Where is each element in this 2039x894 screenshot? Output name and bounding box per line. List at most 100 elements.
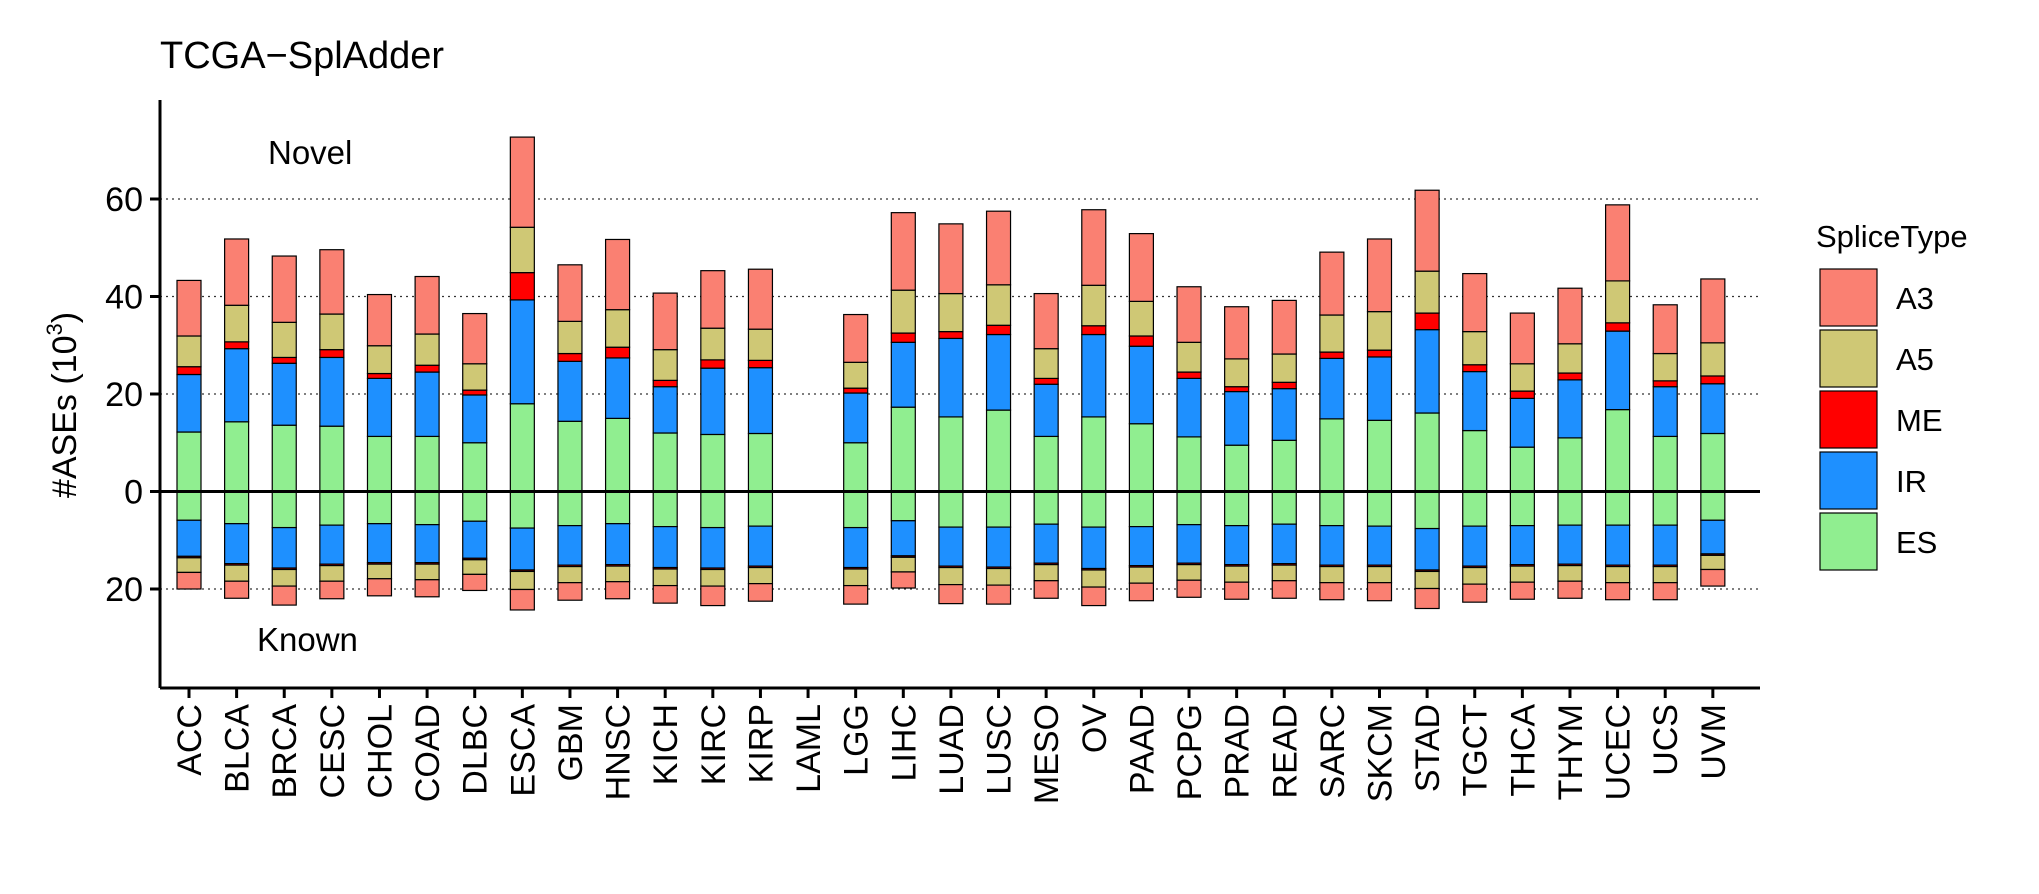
bar-novel-ir-lusc xyxy=(985,333,1012,411)
bar-novel-a5-ucec xyxy=(1604,280,1631,324)
bar-novel-es-sarc xyxy=(1319,418,1345,493)
bar-known-ir-lihc xyxy=(890,520,916,557)
bar-known-ir-kirc xyxy=(700,526,726,569)
bar-novel-a3-ucs xyxy=(1652,304,1678,355)
bar-known-a5-coad xyxy=(414,563,440,581)
bar-known-a5-thca xyxy=(1509,565,1535,583)
bar-known-a5-skcm xyxy=(1366,565,1393,584)
bar-novel-es-lgg xyxy=(843,442,869,493)
bar-novel-me-brca xyxy=(271,356,297,364)
bar-novel-es-read xyxy=(1271,439,1297,493)
bar-novel-a5-prad xyxy=(1224,358,1250,388)
bar-known-a3-ucec xyxy=(1604,582,1631,601)
bar-novel-me-thym xyxy=(1557,372,1583,381)
bar-known-a3-esca xyxy=(509,588,535,611)
bar-known-ir-dlbc xyxy=(462,520,488,559)
bar-novel-ir-ov xyxy=(1081,333,1107,418)
annotation-novel: Novel xyxy=(268,134,352,171)
bar-novel-me-lgg xyxy=(843,387,869,394)
bar-novel-me-kich xyxy=(652,379,678,388)
bar-novel-a3-coad xyxy=(414,275,440,335)
bar-known-es-ucs xyxy=(1652,490,1678,526)
bar-known-ir-ucec xyxy=(1604,524,1631,566)
bar-known-a3-luad xyxy=(938,584,964,605)
bar-known-a3-paad xyxy=(1128,582,1155,602)
bar-known-a5-stad xyxy=(1414,570,1440,590)
bar-novel-es-acc xyxy=(176,431,202,493)
bar-novel-ir-stad xyxy=(1414,329,1440,414)
bar-novel-a3-blca xyxy=(224,238,250,306)
bar-novel-ir-uvm xyxy=(1700,383,1726,435)
bar-known-ir-cesc xyxy=(319,524,345,565)
bar-novel-me-gbm xyxy=(557,352,583,362)
x-tick-label-chol: CHOL xyxy=(361,704,399,798)
bar-novel-ir-kirc xyxy=(700,367,726,436)
bar-novel-es-ucec xyxy=(1604,409,1631,493)
bar-novel-a5-thca xyxy=(1509,363,1535,392)
bar-novel-me-pcpg xyxy=(1176,371,1202,380)
bar-novel-es-uvm xyxy=(1700,432,1726,493)
bar-novel-a5-gbm xyxy=(557,320,583,355)
bar-novel-me-ov xyxy=(1081,325,1107,336)
bar-novel-a3-read xyxy=(1271,299,1297,355)
bar-novel-a5-skcm xyxy=(1366,311,1393,351)
bar-novel-es-blca xyxy=(224,421,250,493)
bar-novel-me-thca xyxy=(1509,390,1535,399)
x-tick-label-uvm: UVM xyxy=(1695,704,1733,780)
bar-novel-me-cesc xyxy=(319,349,345,359)
x-tick-label-tgct: TGCT xyxy=(1457,704,1495,797)
bar-novel-es-meso xyxy=(1033,435,1059,493)
bar-known-es-kich xyxy=(652,490,678,528)
bar-novel-es-kirp xyxy=(747,432,774,493)
bar-known-es-acc xyxy=(176,490,202,521)
bar-novel-me-stad xyxy=(1414,312,1440,331)
bar-known-a5-tgct xyxy=(1462,566,1488,585)
x-tick-label-gbm: GBM xyxy=(552,704,590,781)
bar-known-ir-thca xyxy=(1509,525,1535,566)
bar-novel-a5-lusc xyxy=(985,284,1012,326)
bar-known-a5-hnsc xyxy=(604,565,631,583)
bar-known-a5-gbm xyxy=(557,565,583,584)
bar-novel-ir-ucec xyxy=(1604,330,1631,411)
x-tick-label-pcpg: PCPG xyxy=(1171,704,1209,800)
bar-novel-ir-paad xyxy=(1128,345,1155,425)
bar-known-es-hnsc xyxy=(604,490,631,525)
bar-known-es-kirc xyxy=(700,490,726,529)
bar-known-a5-uvm xyxy=(1700,554,1726,571)
bar-novel-a5-luad xyxy=(938,292,964,333)
bar-novel-a5-stad xyxy=(1414,270,1440,314)
bar-known-es-lusc xyxy=(985,490,1012,528)
bar-novel-a5-tgct xyxy=(1462,331,1488,366)
bar-novel-a3-kich xyxy=(652,292,678,351)
legend-title: SpliceType xyxy=(1816,219,1968,254)
bar-known-ir-pcpg xyxy=(1176,524,1202,564)
y-tick-label-1: 0 xyxy=(124,474,143,512)
bar-novel-a5-read xyxy=(1271,353,1297,383)
bar-novel-a5-cesc xyxy=(319,313,345,351)
bar-novel-a5-uvm xyxy=(1700,342,1726,377)
y-tick-label-2: 20 xyxy=(105,376,143,414)
bar-known-es-coad xyxy=(414,490,440,526)
bar-known-a3-thym xyxy=(1557,580,1583,599)
bar-novel-ir-hnsc xyxy=(604,357,631,419)
bar-novel-a3-lusc xyxy=(985,210,1012,286)
x-tick-label-thca: THCA xyxy=(1504,704,1542,797)
bar-known-es-gbm xyxy=(557,490,583,527)
bars xyxy=(176,136,1726,611)
bar-novel-es-luad xyxy=(938,416,964,493)
bar-known-ir-ucs xyxy=(1652,524,1678,566)
bar-known-a5-cesc xyxy=(319,564,345,582)
bar-known-ir-thym xyxy=(1557,524,1583,565)
x-ticks: ACC BLCA BRCA CESC CHOL COAD DLBC ESCA GBM HNSC KI… xyxy=(171,688,1733,804)
bar-novel-ir-acc xyxy=(176,373,202,433)
bar-known-ir-gbm xyxy=(557,525,583,566)
y-tick-label-0: 20 xyxy=(105,571,143,609)
bar-known-ir-prad xyxy=(1224,525,1250,566)
bar-novel-me-sarc xyxy=(1319,351,1345,360)
bar-known-a5-acc xyxy=(176,557,202,574)
bar-novel-a5-hnsc xyxy=(604,309,631,348)
bar-known-es-thym xyxy=(1557,490,1583,526)
bar-novel-me-dlbc xyxy=(462,389,488,396)
bar-known-ir-paad xyxy=(1128,525,1155,567)
bar-known-a3-read xyxy=(1271,580,1297,599)
